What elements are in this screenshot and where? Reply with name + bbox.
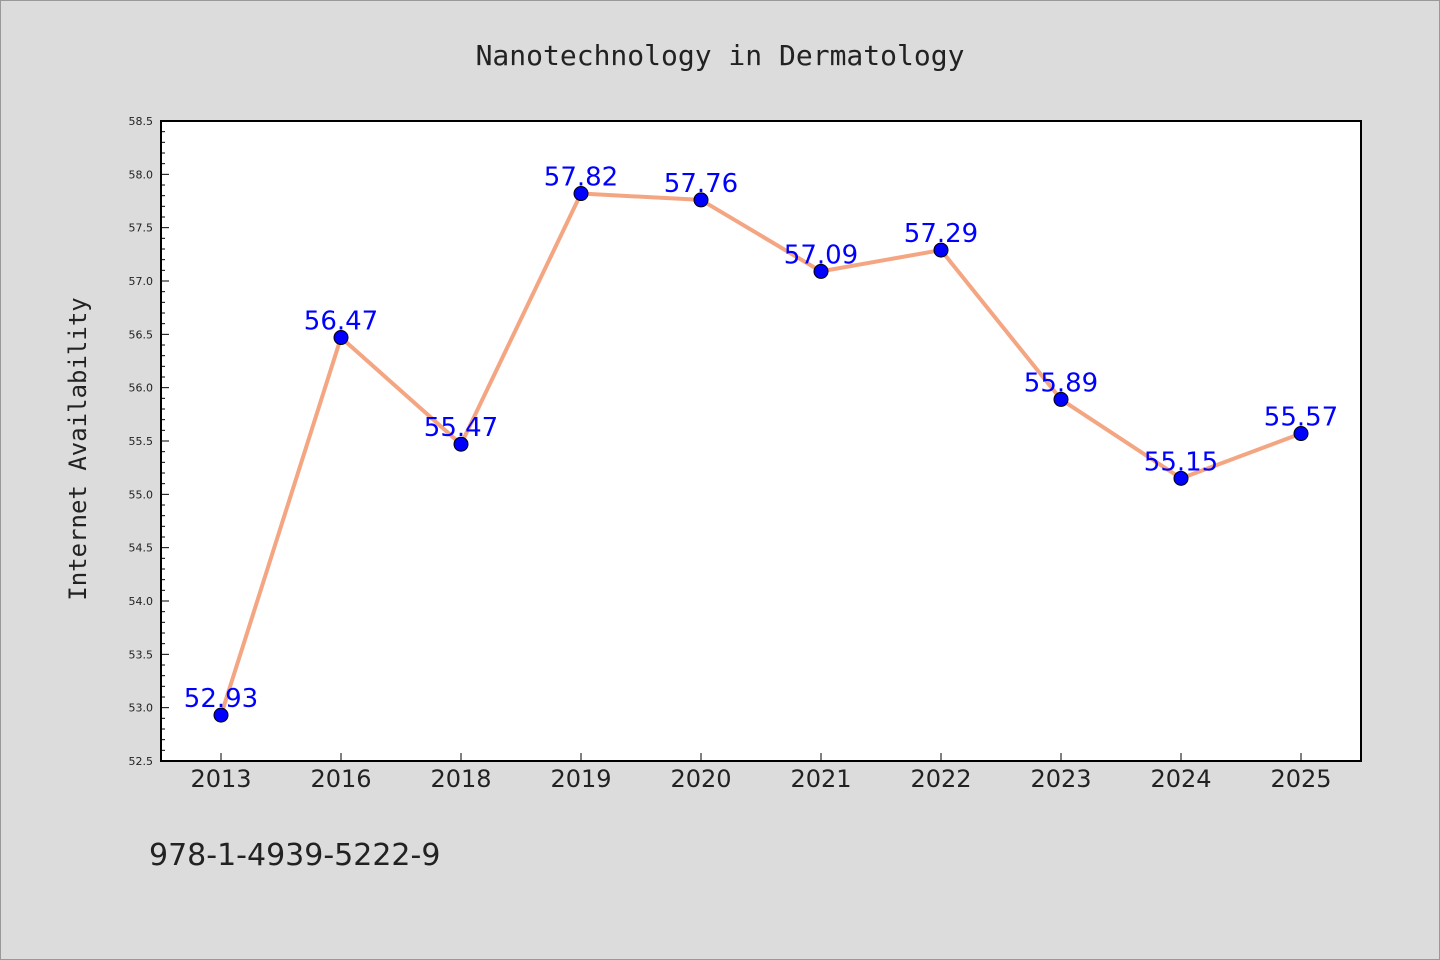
- data-point-2023: [1053, 391, 1069, 407]
- data-label-2021: 57.09: [784, 240, 858, 270]
- plot-area: [160, 120, 1362, 762]
- x-tick-label: 2022: [910, 765, 971, 793]
- y-tick-label: 57.5: [129, 222, 154, 235]
- data-point-2016: [333, 330, 349, 346]
- y-tick-label: 56.0: [129, 382, 154, 395]
- x-axis-ticks: 2013 2016 2018 2019 2020 2021 2022 2023 2024 2025: [190, 753, 1332, 793]
- y-axis-ticks: 52.5 53.0 53.5 54.0 54.5 55.0 55.5 56.0 56.5 57.0…: [129, 115, 169, 768]
- y-tick-label: 58.0: [129, 168, 154, 181]
- x-tick-label: 2019: [550, 765, 611, 793]
- y-tick-label: 54.5: [129, 542, 154, 555]
- x-tick-label: 2018: [430, 765, 491, 793]
- y-tick-label: 53.0: [129, 702, 154, 715]
- data-label-2013: 52.93: [184, 684, 258, 714]
- x-tick-label: 2023: [1030, 765, 1091, 793]
- x-tick-label: 2025: [1270, 765, 1331, 793]
- series-layer: [213, 186, 1309, 723]
- y-tick-label: 52.5: [129, 755, 154, 768]
- data-label-2019: 57.82: [544, 163, 618, 193]
- data-point-2021: [813, 263, 829, 279]
- y-tick-label: 55.0: [129, 488, 154, 501]
- y-axis-label: Internet Availability: [64, 297, 92, 600]
- data-label-2025: 55.57: [1264, 403, 1338, 433]
- x-tick-label: 2020: [670, 765, 731, 793]
- data-label-2016: 56.47: [304, 307, 378, 337]
- y-tick-label: 53.5: [129, 648, 154, 661]
- y-tick-label: 56.5: [129, 328, 154, 341]
- y-tick-label: 54.0: [129, 595, 154, 608]
- data-label-2023: 55.89: [1024, 368, 1098, 398]
- chart-title: Nanotechnology in Dermatology: [476, 39, 965, 72]
- data-point-2019: [573, 186, 589, 202]
- series-line: [219, 191, 1302, 716]
- x-tick-label: 2024: [1150, 765, 1211, 793]
- data-point-2018: [453, 436, 469, 452]
- data-label-2018: 55.47: [424, 413, 498, 443]
- data-point-2025: [1293, 426, 1309, 442]
- data-point-2022: [933, 242, 949, 258]
- data-label-layer: 52.93 56.47 55.47 57.82 57.76 57.09 57.29 55.89…: [184, 163, 1338, 715]
- x-tick-label: 2013: [190, 765, 251, 793]
- y-tick-label: 58.5: [129, 115, 154, 128]
- x-tick-label: 2021: [790, 765, 851, 793]
- data-point-2024: [1173, 470, 1189, 486]
- data-label-2024: 55.15: [1144, 447, 1218, 477]
- data-label-2020: 57.76: [664, 169, 738, 199]
- y-tick-label: 55.5: [129, 435, 154, 448]
- data-point-2020: [693, 192, 709, 208]
- data-point-2013: [213, 707, 229, 723]
- y-tick-label: 57.0: [129, 275, 154, 288]
- data-label-2022: 57.29: [904, 219, 978, 249]
- isbn-footer: 978-1-4939-5222-9: [149, 838, 440, 873]
- x-tick-label: 2016: [310, 765, 371, 793]
